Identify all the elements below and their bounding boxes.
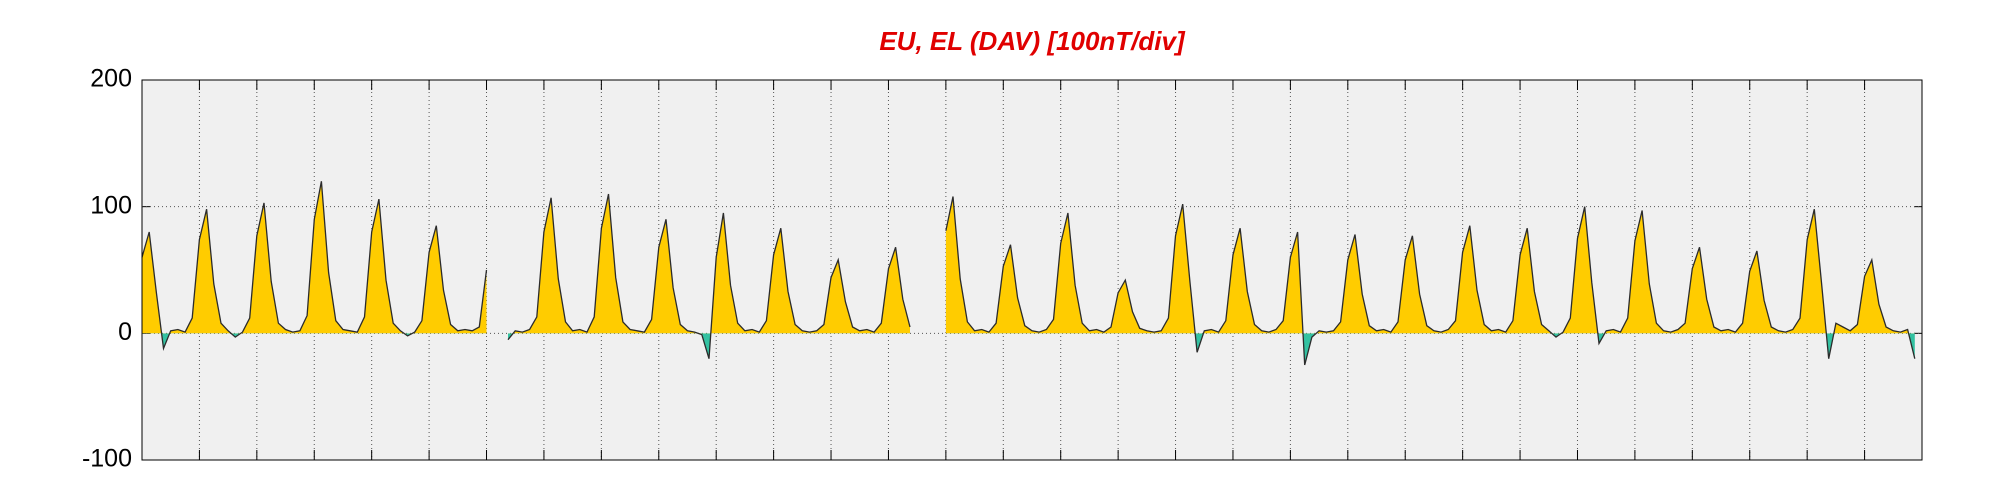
- area-positive: [508, 194, 910, 334]
- chart-title: EU, EL (DAV) [100nT/div]: [879, 26, 1186, 56]
- line: [945, 196, 1916, 366]
- line: [141, 181, 488, 352]
- y-tick-label: -100: [82, 445, 132, 473]
- line: [507, 193, 911, 359]
- area-positive: [142, 181, 487, 334]
- y-tick-label: 100: [90, 191, 132, 219]
- plot-frame: [141, 79, 1923, 461]
- y-tick-label: 0: [118, 318, 132, 346]
- area-positive: [945, 196, 1915, 334]
- plot-area: [142, 80, 1922, 460]
- y-tick-label: 200: [90, 65, 132, 93]
